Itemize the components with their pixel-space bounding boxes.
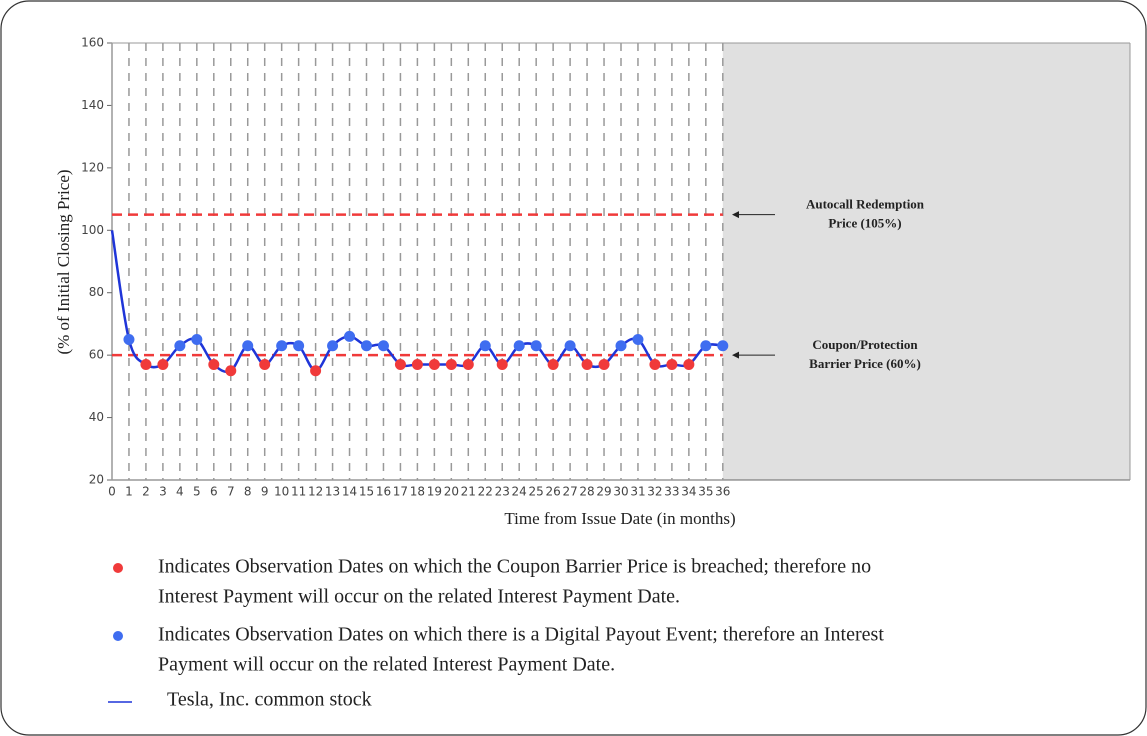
legend-text: Payment will occur on the related Intere… [158, 654, 615, 676]
future-region [722, 43, 1130, 480]
annotation: Price (105%) [828, 216, 901, 231]
x-tick-label: 6 [210, 485, 218, 499]
y-tick-label: 80 [89, 285, 104, 299]
observation-point [123, 334, 135, 346]
observation-point [479, 340, 491, 352]
observation-point [276, 340, 288, 352]
legend-text: Indicates Observation Dates on which the… [158, 556, 871, 578]
observation-point [327, 340, 339, 352]
observation-point [513, 340, 525, 352]
x-tick-label: 0 [108, 485, 116, 499]
observation-point [564, 340, 576, 352]
x-tick-label: 14 [342, 485, 357, 499]
x-tick-label: 29 [596, 485, 611, 499]
observation-point [717, 340, 729, 352]
observation-point [581, 359, 593, 371]
legend-dot [113, 563, 123, 573]
x-axis-label: Time from Issue Date (in months) [504, 509, 735, 528]
x-tick-label: 2 [142, 485, 150, 499]
x-tick-label: 5 [193, 485, 201, 499]
arrow-head [732, 351, 739, 359]
legend-dot [113, 631, 123, 641]
observation-point [394, 359, 406, 371]
arrow-head [732, 211, 739, 219]
x-tick-label: 12 [308, 485, 323, 499]
x-tick-label: 26 [545, 485, 560, 499]
y-tick-label: 100 [81, 223, 104, 237]
x-tick-label: 8 [244, 485, 252, 499]
x-tick-label: 11 [291, 485, 306, 499]
observation-point [140, 359, 152, 371]
observation-point [191, 334, 203, 346]
observation-point [428, 359, 440, 371]
y-tick-label: 120 [81, 160, 104, 174]
x-tick-label: 31 [630, 485, 645, 499]
observation-point [259, 359, 271, 371]
observation-point [293, 340, 305, 352]
x-tick-label: 20 [444, 485, 459, 499]
x-tick-label: 19 [427, 485, 442, 499]
observation-point [530, 340, 542, 352]
x-tick-label: 1 [125, 485, 133, 499]
x-tick-label: 32 [647, 485, 662, 499]
x-tick-label: 21 [461, 485, 476, 499]
x-tick-label: 10 [274, 485, 289, 499]
observation-point [208, 359, 220, 371]
y-axis-label: (% of Initial Closing Price) [54, 169, 73, 354]
observation-point [632, 334, 644, 346]
observation-point [615, 340, 627, 352]
observation-point [683, 359, 695, 371]
x-tick-label: 25 [529, 485, 544, 499]
x-tick-label: 4 [176, 485, 184, 499]
observation-point [462, 359, 474, 371]
x-tick-label: 17 [393, 485, 408, 499]
observation-point [344, 330, 356, 342]
observation-point [361, 340, 372, 352]
legend-text: Indicates Observation Dates on which the… [158, 624, 884, 646]
x-tick-label: 9 [261, 485, 269, 499]
x-tick-label: 23 [495, 485, 510, 499]
annotation: Barrier Price (60%) [809, 356, 921, 371]
x-tick-label: 34 [681, 485, 696, 499]
observation-point [242, 340, 254, 352]
observation-point [496, 359, 508, 371]
x-tick-label: 35 [698, 485, 713, 499]
x-tick-label: 13 [325, 485, 340, 499]
x-tick-label: 16 [376, 485, 391, 499]
observation-point [649, 359, 661, 371]
observation-point [225, 365, 237, 377]
observation-point [310, 365, 322, 377]
observation-point [445, 359, 457, 371]
legend-text: Interest Payment will occur on the relat… [158, 586, 680, 608]
x-tick-label: 15 [359, 485, 374, 499]
x-tick-label: 30 [613, 485, 628, 499]
observation-point [157, 359, 169, 371]
x-tick-label: 22 [478, 485, 493, 499]
x-tick-label: 36 [715, 485, 730, 499]
y-tick-label: 60 [89, 348, 104, 362]
x-tick-label: 27 [562, 485, 577, 499]
observation-point [411, 359, 423, 371]
observation-point [666, 359, 678, 371]
observation-point [547, 359, 559, 371]
x-tick-label: 24 [512, 485, 527, 499]
annotation: Coupon/Protection [812, 337, 918, 352]
x-tick-label: 3 [159, 485, 167, 499]
y-tick-label: 140 [81, 98, 104, 112]
x-tick-label: 18 [410, 485, 425, 499]
legend-text: Tesla, Inc. common stock [167, 689, 372, 711]
observation-point [598, 359, 610, 371]
y-tick-label: 160 [81, 36, 104, 50]
y-tick-label: 40 [89, 410, 104, 424]
x-tick-label: 7 [227, 485, 235, 499]
observation-point [700, 340, 712, 352]
y-tick-label: 20 [89, 473, 104, 487]
x-tick-label: 33 [664, 485, 679, 499]
observation-point [174, 340, 186, 352]
observation-point [377, 340, 389, 352]
annotation: Autocall Redemption [806, 197, 925, 212]
x-tick-label: 28 [579, 485, 594, 499]
